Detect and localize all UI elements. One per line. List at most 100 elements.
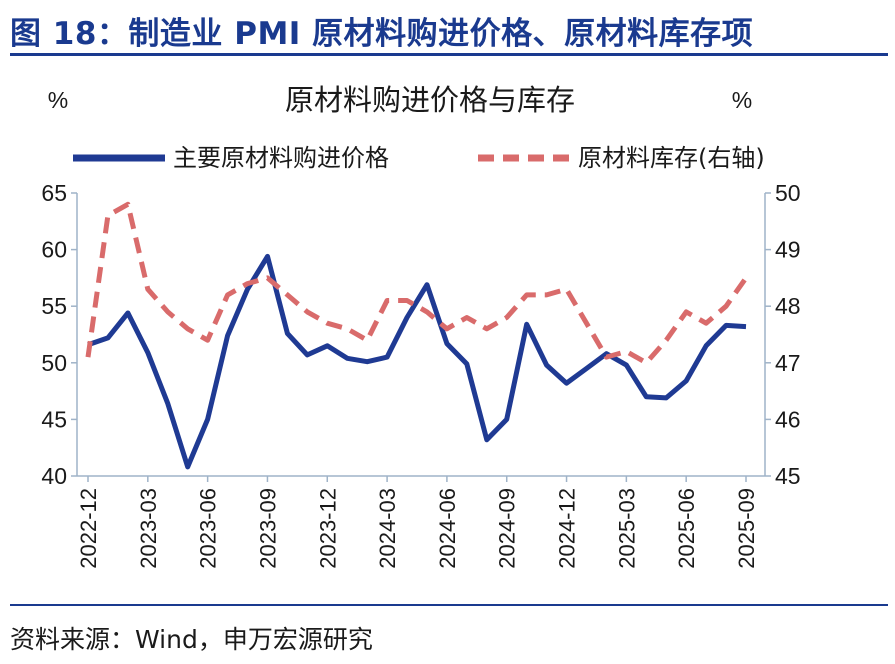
series-2-point — [327, 323, 328, 324]
series-1-point — [486, 439, 487, 440]
series-2-point — [347, 328, 348, 329]
series-1-point — [287, 333, 288, 334]
chart-title: 原材料购进价格与库存 — [285, 83, 575, 117]
series-1-point — [107, 337, 108, 338]
series-2-point — [227, 294, 228, 295]
series-2-point — [566, 289, 567, 290]
series-1-point — [726, 325, 727, 326]
series-1-point — [407, 317, 408, 318]
series-2-point — [88, 357, 89, 358]
series-2-point — [526, 294, 527, 295]
title-rule — [10, 53, 888, 56]
x-axis-tick-label: 2022-12 — [76, 488, 101, 569]
series-1-point — [686, 380, 687, 381]
series-1-point — [267, 256, 268, 257]
series-2-point — [686, 311, 687, 312]
series-2-point — [706, 323, 707, 324]
series-1-point — [526, 324, 527, 325]
series-1-point — [566, 383, 567, 384]
x-axis-tick-label: 2023-03 — [136, 488, 161, 569]
series-2-point — [407, 300, 408, 301]
left-axis-tick-label: 50 — [41, 350, 67, 376]
series-1-point — [427, 284, 428, 285]
series-2-point — [247, 283, 248, 284]
left-axis-unit: % — [48, 87, 68, 113]
series-1-point — [446, 343, 447, 344]
series-2-point — [147, 289, 148, 290]
x-axis-tick-label: 2024-09 — [495, 488, 520, 569]
series-1-point — [147, 352, 148, 353]
series-2-point — [626, 351, 627, 352]
legend: 主要原材料购进价格 原材料库存(右轴) — [73, 144, 765, 172]
series-1-point — [606, 353, 607, 354]
series-1-point — [187, 466, 188, 467]
series-1-point — [227, 335, 228, 336]
right-axis-tick-label: 48 — [775, 293, 801, 319]
series-2-point — [267, 277, 268, 278]
source-note: 资料来源：Wind，申万宏源研究 — [10, 625, 373, 654]
series-2-point — [207, 340, 208, 341]
right-axis-tick-label: 45 — [775, 463, 801, 489]
x-axis-tick-label: 2024-12 — [555, 488, 580, 569]
series-2-point — [387, 300, 388, 301]
x-axis-tick-label: 2024-03 — [375, 488, 400, 569]
left-axis-tick-label: 60 — [41, 237, 67, 263]
right-axis-tick-label: 46 — [775, 406, 801, 432]
left-axis-tick-label: 40 — [41, 463, 67, 489]
series-1-point — [666, 397, 667, 398]
series-1-point — [367, 361, 368, 362]
footer-rule — [10, 604, 888, 606]
series-2-point — [586, 323, 587, 324]
series-1-point — [646, 396, 647, 397]
series-2-point — [167, 311, 168, 312]
series-2-point — [506, 317, 507, 318]
series-2-point — [666, 340, 667, 341]
x-axis-tick-label: 2023-12 — [315, 488, 340, 569]
x-axis-tick-label: 2023-09 — [255, 488, 280, 569]
right-axis-tick-label: 50 — [775, 180, 801, 206]
series-line-2 — [85, 201, 749, 366]
axes: 40 45 50 55 60 65 45 46 47 48 49 50 2022-12 2023-03 20… — [41, 180, 800, 569]
series-1-point — [586, 368, 587, 369]
series-line-1 — [87, 253, 747, 470]
series-2-point — [646, 362, 647, 363]
series-2-point — [307, 311, 308, 312]
series-1-point — [626, 365, 627, 366]
right-axis-tick-label: 47 — [775, 350, 801, 376]
left-axis-tick-label: 45 — [41, 406, 67, 432]
series-2-point — [466, 317, 467, 318]
series-2-point — [187, 328, 188, 329]
left-axis-tick-label: 65 — [41, 180, 67, 206]
right-axis-tick-label: 49 — [775, 237, 801, 263]
x-axis-tick-label: 2025-09 — [734, 488, 759, 569]
series-1-point — [207, 419, 208, 420]
x-axis-tick-label: 2024-06 — [435, 488, 460, 569]
series-2-point — [127, 204, 128, 205]
series-1-point — [706, 345, 707, 346]
left-axis-tick-label: 55 — [41, 293, 67, 319]
x-axis-tick-label: 2025-06 — [674, 488, 699, 569]
chart: 原材料购进价格与库存 % % 主要原材料购进价格 原材料库存(右轴) 40 45 5… — [41, 83, 800, 569]
series-1-point — [506, 419, 507, 420]
series-1-point — [167, 403, 168, 404]
series-1-point — [327, 345, 328, 346]
series-2-point — [446, 328, 447, 329]
series-1-point — [127, 313, 128, 314]
x-axis-tick-label: 2023-06 — [196, 488, 221, 569]
series-2-point — [367, 340, 368, 341]
series-2-point — [746, 277, 747, 278]
series-layer — [85, 201, 749, 470]
series-1-point — [466, 363, 467, 364]
x-axis-tick-label: 2025-03 — [614, 488, 639, 569]
series-2-point — [546, 294, 547, 295]
legend-label-series2: 原材料库存(右轴) — [578, 144, 765, 172]
series-1-point — [347, 358, 348, 359]
series-1-point — [307, 354, 308, 355]
right-axis-unit: % — [732, 87, 752, 113]
series-2-point — [486, 328, 487, 329]
series-2-point — [606, 357, 607, 358]
series-1-point — [546, 365, 547, 366]
series-1-point — [746, 326, 747, 327]
figure-title: 图 18：制造业 PMI 原材料购进价格、原材料库存项 — [10, 16, 754, 52]
series-2-point — [427, 311, 428, 312]
